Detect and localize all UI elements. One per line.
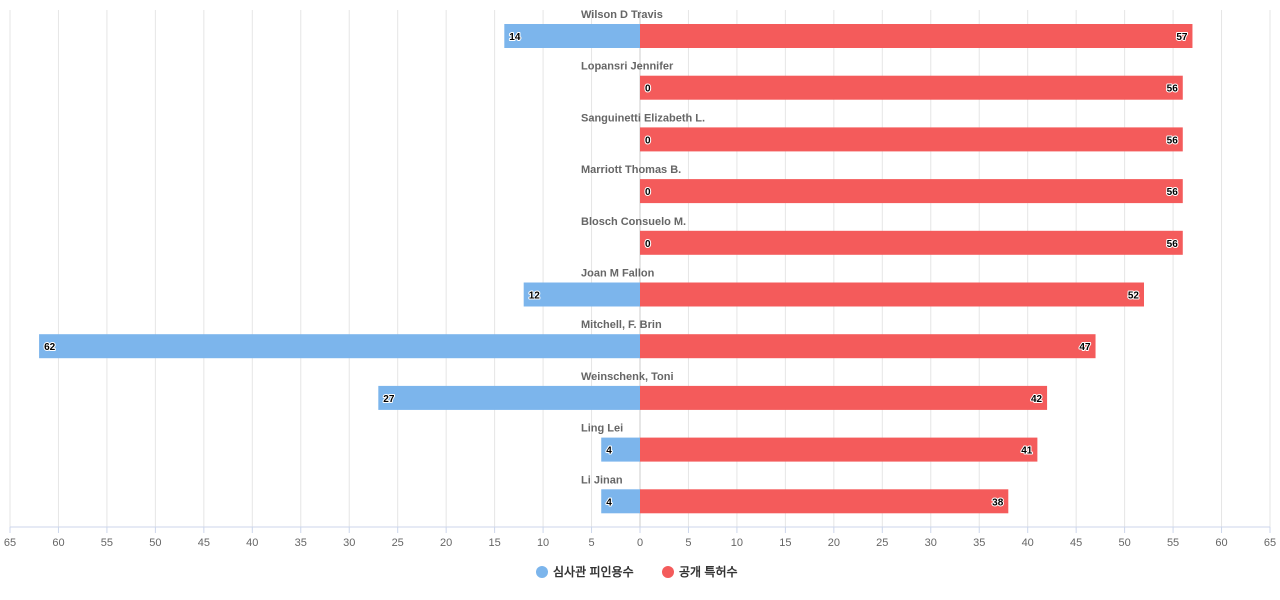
- x-tick-label: 60: [1215, 537, 1227, 549]
- category-label: Mitchell, F. Brin: [581, 319, 662, 331]
- x-tick-label: 35: [973, 537, 985, 549]
- data-label: 0: [645, 135, 651, 146]
- category-label: Ling Lei: [581, 423, 623, 435]
- data-label: 62: [44, 342, 56, 353]
- x-tick-label: 0: [637, 537, 643, 549]
- x-tick-label: 65: [1264, 537, 1276, 549]
- legend-item[interactable]: 심사관 피인용수: [536, 564, 634, 579]
- bar-citations: [601, 489, 640, 514]
- x-tick-label: 65: [4, 537, 16, 549]
- x-tick-label: 40: [246, 537, 258, 549]
- x-tick-label: 10: [537, 537, 549, 549]
- data-label: 12: [529, 291, 541, 302]
- label-layer: Wilson D Travis 14 57 Lopansri Jennifer 0 56 S…: [43, 9, 1189, 509]
- data-label: 47: [1079, 342, 1091, 353]
- x-tick-label: 55: [101, 537, 113, 549]
- x-tick-label: 40: [1022, 537, 1034, 549]
- data-label: 0: [645, 84, 651, 95]
- data-label: 0: [645, 239, 651, 250]
- data-label: 4: [606, 446, 612, 457]
- data-label: 0: [645, 187, 651, 198]
- bar-citations: [504, 24, 640, 48]
- bar-patents: [640, 334, 1096, 359]
- bar-patents: [640, 437, 1038, 462]
- legend-label: 심사관 피인용수: [553, 564, 634, 579]
- x-tick-label: 60: [52, 537, 64, 549]
- x-tick-label: 20: [440, 537, 452, 549]
- data-label: 42: [1031, 394, 1043, 405]
- data-label: 57: [1176, 32, 1188, 43]
- bar-citations: [523, 282, 640, 307]
- category-label: Joan M Fallon: [581, 268, 655, 280]
- legend-marker: [662, 566, 674, 578]
- bar-patents: [640, 230, 1183, 255]
- bar-patents: [640, 127, 1183, 152]
- x-tick-label: 45: [198, 537, 210, 549]
- data-label: 56: [1167, 239, 1179, 250]
- x-tick-label: 15: [779, 537, 791, 549]
- x-tick-label: 5: [685, 537, 691, 549]
- bar-citations: [378, 385, 640, 410]
- bar-patents: [640, 282, 1144, 307]
- bar-layer: [39, 24, 1193, 514]
- bar-citations: [39, 334, 641, 359]
- category-label: Wilson D Travis: [581, 9, 663, 21]
- x-tick-label: 5: [588, 537, 594, 549]
- legend[interactable]: 심사관 피인용수 공개 특허수: [536, 564, 738, 579]
- category-label: Sanguinetti Elizabeth L.: [581, 112, 705, 124]
- legend-label: 공개 특허수: [679, 564, 738, 579]
- data-label: 4: [606, 497, 612, 508]
- x-tick-label: 25: [876, 537, 888, 549]
- data-label: 52: [1128, 291, 1140, 302]
- legend-marker: [536, 566, 548, 578]
- x-tick-label: 10: [731, 537, 743, 549]
- category-label: Blosch Consuelo M.: [581, 216, 686, 228]
- bar-patents: [640, 385, 1048, 410]
- x-tick-label: 50: [1118, 537, 1130, 549]
- bar-patents: [640, 24, 1193, 48]
- x-tick-label: 50: [149, 537, 161, 549]
- category-label: Li Jinan: [581, 474, 623, 486]
- bar-citations: [601, 437, 640, 462]
- bar-patents: [640, 75, 1183, 100]
- data-label: 56: [1167, 135, 1179, 146]
- x-tick-label: 55: [1167, 537, 1179, 549]
- x-tick-label: 25: [392, 537, 404, 549]
- data-label: 14: [509, 32, 521, 43]
- category-label: Lopansri Jennifer: [581, 61, 674, 73]
- x-tick-label: 45: [1070, 537, 1082, 549]
- data-label: 38: [992, 497, 1004, 508]
- category-label: Marriott Thomas B.: [581, 164, 681, 176]
- category-label: Weinschenk, Toni: [581, 371, 674, 383]
- x-axis: 65 60 55 50 45 40 35 30 25 20 15 10 5 0 5 10 15 20 25 30 35 4…: [4, 526, 1276, 549]
- x-tick-label: 35: [295, 537, 307, 549]
- x-tick-label: 30: [925, 537, 937, 549]
- bar-patents: [640, 489, 1009, 514]
- data-label: 27: [383, 394, 395, 405]
- x-tick-label: 20: [828, 537, 840, 549]
- legend-item[interactable]: 공개 특허수: [662, 564, 738, 579]
- bar-patents: [640, 179, 1183, 204]
- data-label: 41: [1021, 446, 1033, 457]
- data-label: 56: [1167, 187, 1179, 198]
- data-label: 56: [1167, 84, 1179, 95]
- x-tick-label: 15: [488, 537, 500, 549]
- x-tick-label: 30: [343, 537, 355, 549]
